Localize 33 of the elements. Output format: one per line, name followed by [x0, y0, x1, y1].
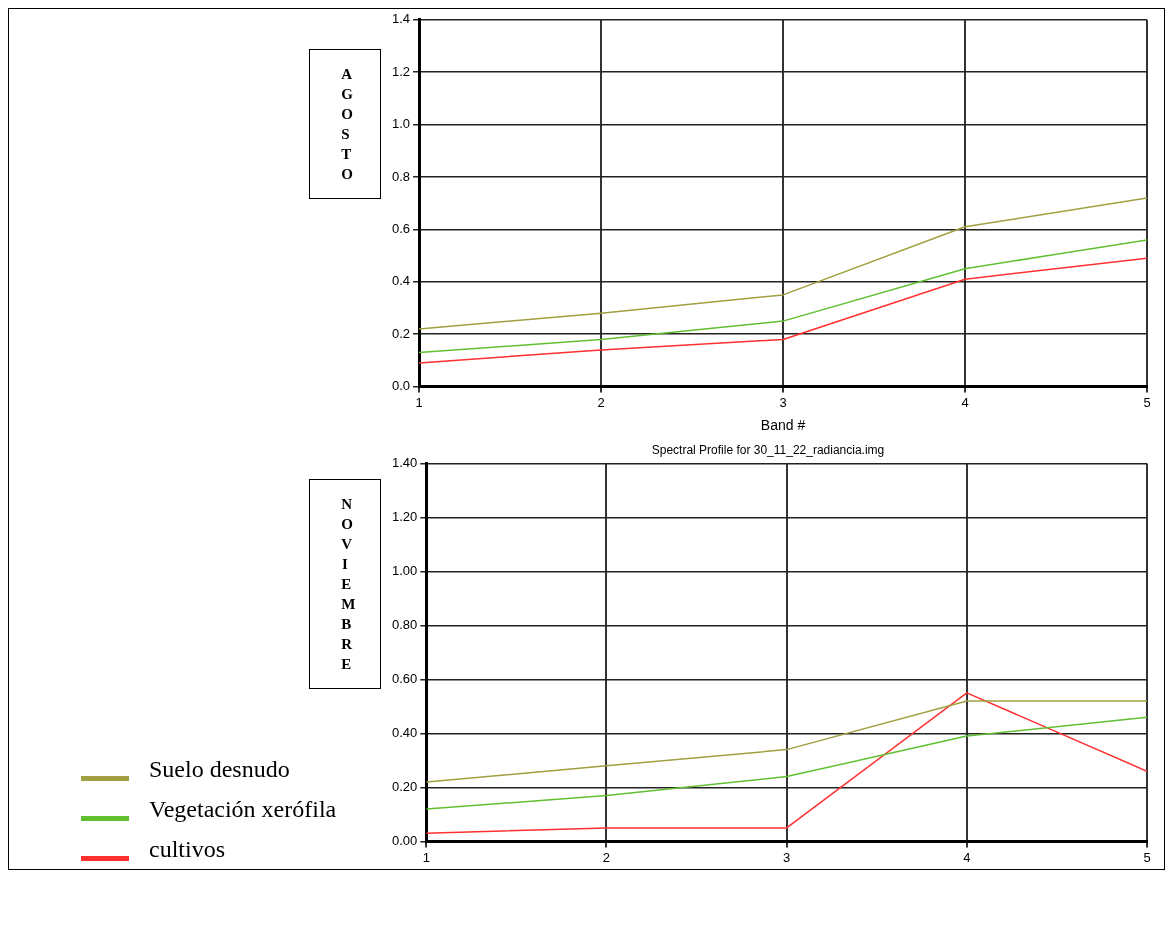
y-tick-label: 1.40	[391, 454, 418, 470]
y-tick-label: 0.8	[391, 168, 411, 184]
x-tick-label: 3	[779, 394, 787, 410]
y-tick-label: 1.2	[391, 63, 411, 79]
legend-label: cultivos	[149, 835, 225, 863]
y-tick-label: 1.00	[391, 562, 418, 578]
legend-label: Vegetación xerófila	[149, 795, 337, 823]
y-tick-label: 1.4	[391, 11, 411, 27]
y-tick-label: 1.0	[391, 116, 411, 132]
chart-title: NOVIEMBRE	[341, 496, 356, 672]
x-tick-label: 5	[1143, 849, 1151, 865]
y-tick-label: 0.2	[391, 325, 411, 341]
y-tick-label: 0.4	[391, 273, 411, 289]
x-tick-label: 1	[415, 394, 423, 410]
y-tick-label: 0.60	[391, 670, 418, 686]
legend-label: Suelo desnudo	[149, 755, 290, 783]
x-axis-title: Band #	[760, 417, 806, 434]
x-tick-label: 2	[597, 394, 605, 410]
x-tick-label: 2	[602, 849, 611, 865]
y-tick-label: 0.20	[391, 778, 418, 794]
text: AGOSTO	[341, 65, 353, 184]
y-tick-label: 0.00	[391, 832, 418, 848]
x-tick-label: 4	[961, 394, 969, 410]
chart-subtitle: Spectral Profile for 30_11_22_radiancia.img	[651, 442, 885, 457]
x-tick-label: 3	[783, 849, 791, 865]
x-tick-label: 1	[422, 849, 430, 865]
x-tick-label: 4	[963, 849, 971, 865]
x-tick-label: 5	[1143, 394, 1151, 410]
y-tick-label: 1.20	[391, 508, 418, 524]
y-tick-label: 0.80	[391, 616, 418, 632]
y-tick-label: 0.6	[391, 220, 411, 236]
y-tick-label: 0.40	[391, 724, 418, 740]
y-tick-label: 0.0	[391, 378, 411, 394]
